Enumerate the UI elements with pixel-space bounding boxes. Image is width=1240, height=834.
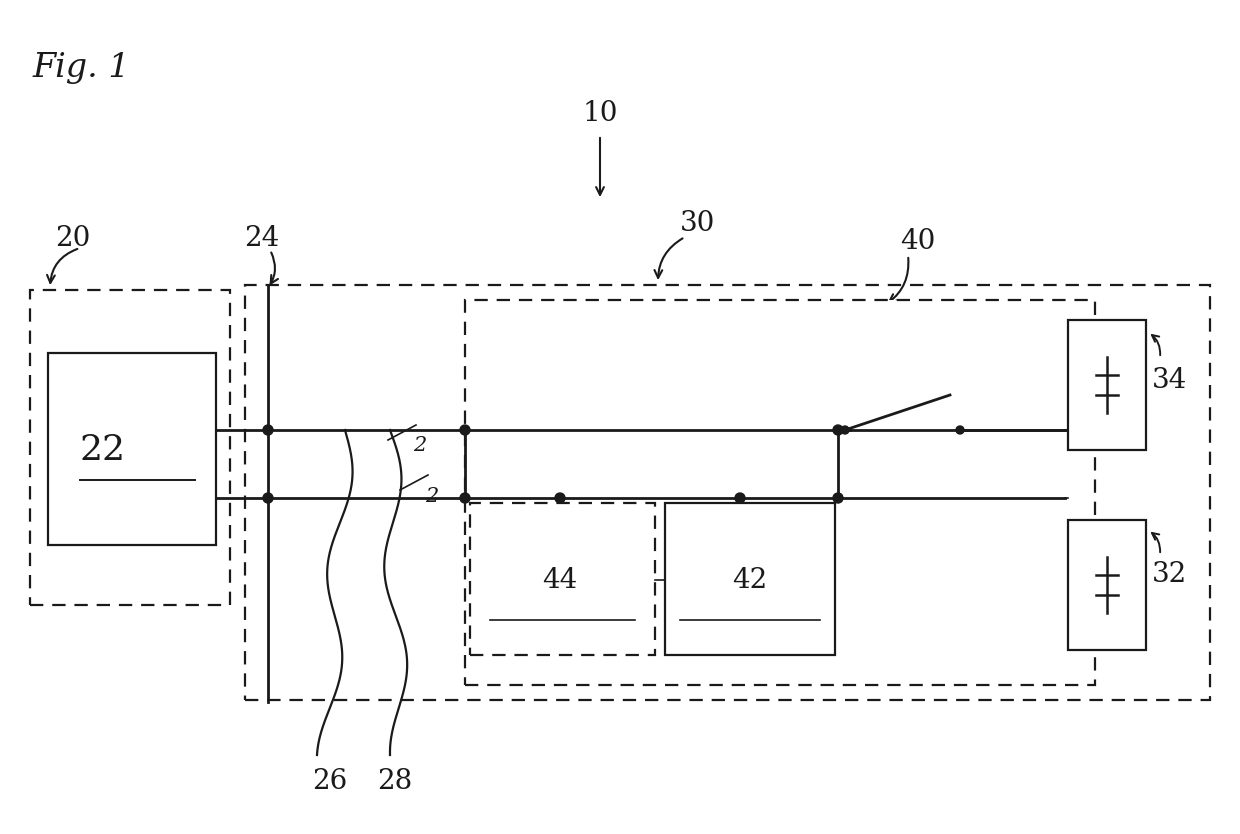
Bar [465,300,1095,685]
Text: 24: 24 [244,225,280,252]
Bar [48,353,216,545]
FancyArrowPatch shape [1152,533,1161,552]
FancyArrowPatch shape [47,249,77,283]
Circle shape [460,425,470,435]
Text: 34: 34 [1152,366,1187,394]
Circle shape [735,493,745,503]
Text: 40: 40 [900,228,935,255]
Text: 26: 26 [312,768,347,795]
Text: 30: 30 [680,210,715,237]
Circle shape [841,426,849,434]
Text: 20: 20 [55,225,91,252]
Bar [30,290,229,605]
Text: Fig. 1: Fig. 1 [32,52,130,84]
FancyArrowPatch shape [270,253,278,284]
Bar [1068,320,1146,450]
Text: 2: 2 [413,436,427,455]
FancyArrowPatch shape [1152,335,1161,355]
FancyArrowPatch shape [655,239,682,278]
Circle shape [833,493,843,503]
Circle shape [833,425,843,435]
Bar [246,285,1210,700]
Bar [1068,520,1146,650]
Text: 32: 32 [1152,561,1187,589]
Circle shape [460,493,470,503]
FancyArrowPatch shape [889,258,909,302]
Circle shape [556,493,565,503]
Bar [470,503,655,655]
Text: 10: 10 [583,100,618,127]
Text: 2: 2 [425,487,438,506]
Text: 44: 44 [542,566,578,594]
Text: 28: 28 [377,768,413,795]
Bar [665,503,835,655]
Text: 42: 42 [733,566,768,594]
Circle shape [263,425,273,435]
Text: 22: 22 [81,433,126,467]
Circle shape [263,493,273,503]
Circle shape [956,426,963,434]
